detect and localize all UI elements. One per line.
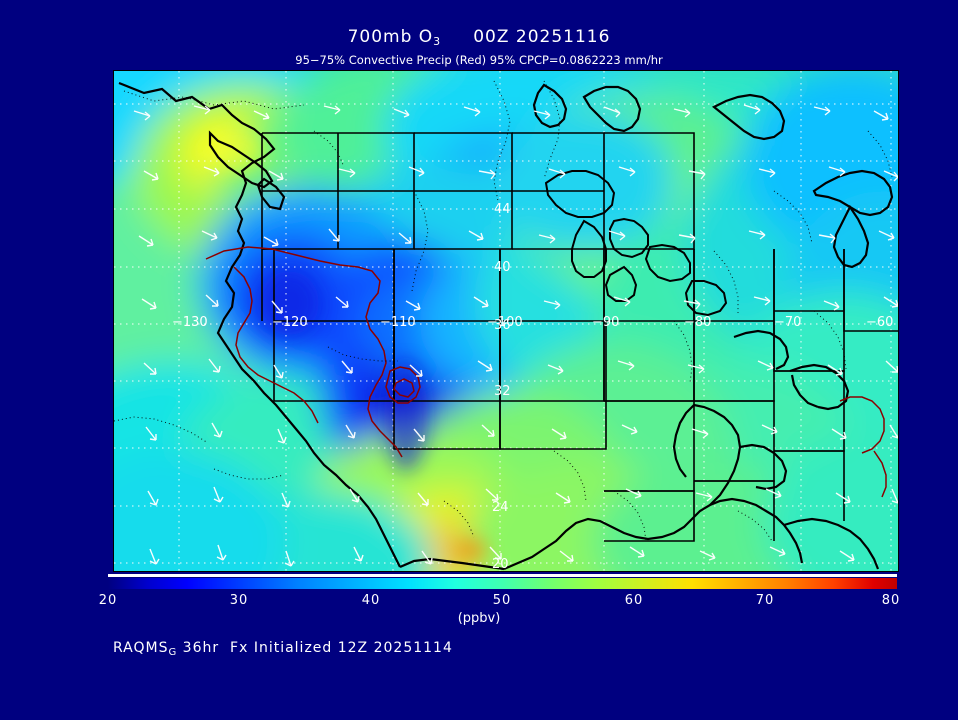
footer-model-subscript: G (168, 647, 178, 658)
svg-text:−80: −80 (684, 315, 711, 330)
secondary-contours (114, 80, 893, 542)
svg-text:44: 44 (494, 202, 511, 217)
ozone-contour-shading (114, 71, 898, 571)
footer-lead: 36hr Fx Initialized 12Z 20251114 (177, 640, 453, 656)
svg-text:32: 32 (494, 384, 511, 399)
colorbar[interactable] (108, 578, 897, 589)
map-coordinate-labels: −130 −120 −110 −100 −90 −80 −70 −60 44 4… (172, 202, 893, 571)
footer-caption: RAQMSG 36hr Fx Initialized 12Z 20251114 (113, 640, 453, 658)
colorbar-tick-40: 40 (361, 593, 381, 608)
svg-text:−60: −60 (866, 315, 893, 330)
map-panel[interactable]: −130 −120 −110 −100 −90 −80 −70 −60 44 4… (113, 70, 899, 572)
great-lakes (544, 170, 728, 317)
colorbar-tick-60: 60 (624, 593, 644, 608)
colorbar-top-rule (108, 574, 897, 577)
colorbar-tick-80: 80 (881, 593, 901, 608)
svg-text:−70: −70 (774, 315, 801, 330)
subtitle: 95−75% Convective Precip (Red) 95% CPCP=… (295, 53, 663, 67)
svg-text:−110: −110 (380, 315, 416, 330)
page-title: 700mb O3 00Z 20251116 (0, 27, 958, 48)
svg-text:40: 40 (494, 260, 511, 275)
svg-text:−120: −120 (272, 315, 308, 330)
svg-text:24: 24 (492, 500, 509, 515)
ozone-field: −130 −120 −110 −100 −90 −80 −70 −60 44 4… (114, 71, 898, 571)
wind-vectors (133, 104, 898, 567)
convective-precip-contours (205, 246, 887, 498)
title-species-subscript: 3 (433, 35, 442, 48)
svg-text:20: 20 (492, 557, 509, 571)
svg-text:36: 36 (494, 318, 511, 333)
svg-text:−100: −100 (487, 315, 523, 330)
svg-text:−90: −90 (592, 315, 619, 330)
svg-text:−130: −130 (172, 315, 208, 330)
colorbar-tick-50: 50 (492, 593, 512, 608)
colorbar-tick-70: 70 (755, 593, 775, 608)
title-valid-time: 00Z 20251116 (473, 27, 611, 47)
colorbar-units: (ppbv) (457, 611, 501, 626)
colorbar-tick-30: 30 (229, 593, 249, 608)
title-species: 700mb O (347, 27, 434, 47)
footer-model: RAQMS (113, 640, 169, 656)
colorbar-tick-20: 20 (98, 593, 118, 608)
